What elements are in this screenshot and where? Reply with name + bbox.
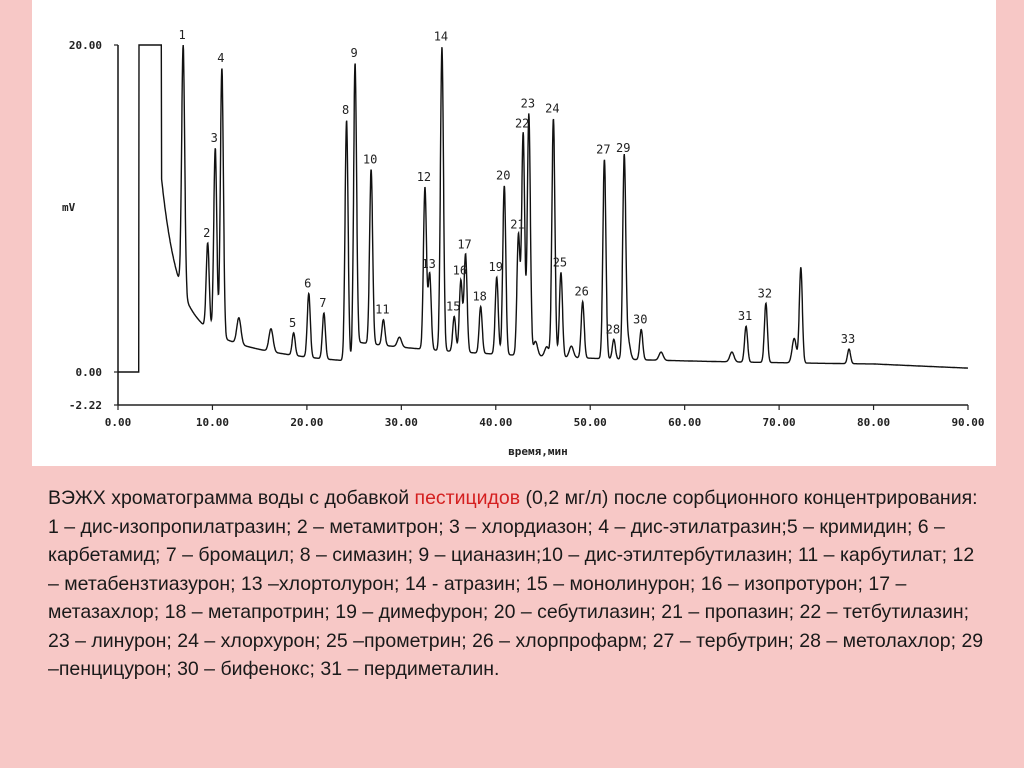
x-tick-label-7: 70.00 [763,416,796,429]
peak-label-17: 17 [457,237,471,251]
caption-highlight-link[interactable]: пестицидов [414,487,521,509]
peak-label-19: 19 [488,260,502,274]
peak-label-6: 6 [304,277,311,291]
peak-label-18: 18 [472,290,486,304]
x-axis-label: время,мин [508,445,568,458]
peak-label-3: 3 [211,131,218,145]
caption-text-start: ВЭЖХ хроматограмма воды с добавкой [48,487,415,509]
peak-label-21: 21 [510,218,524,232]
x-tick-label-4: 40.00 [479,416,512,429]
peak-label-15: 15 [446,299,460,313]
y-tick-label-1: 0.00 [76,366,103,379]
peak-label-12: 12 [417,170,431,184]
peak-label-16: 16 [453,263,467,277]
x-tick-label-6: 60.00 [668,416,701,429]
peak-label-4: 4 [217,51,224,65]
peak-label-11: 11 [375,303,389,317]
y-tick-label-2: -2.22 [69,399,102,412]
peak-label-31: 31 [738,309,752,323]
x-tick-label-1: 10.00 [196,416,229,429]
x-tick-label-8: 80.00 [857,416,890,429]
peak-label-29: 29 [616,141,630,155]
peak-label-20: 20 [496,169,510,183]
peak-label-1: 1 [179,28,186,42]
peak-label-2: 2 [203,226,210,240]
chromatogram-trace [118,44,968,373]
peak-label-24: 24 [545,102,559,116]
peak-label-10: 10 [363,152,377,166]
x-tick-label-5: 50.00 [574,416,607,429]
peak-label-7: 7 [319,296,326,310]
peak-label-14: 14 [434,30,448,44]
x-tick-label-2: 20.00 [290,416,323,429]
peak-label-28: 28 [606,322,620,336]
x-tick-label-9: 90.00 [951,416,984,429]
chromatogram-figure: 20.00 0.00 -2.22 mV 0.00 10.00 20.00 30.00 40.00… [32,0,996,466]
figure-caption: ВЭЖХ хроматограмма воды с добавкой пести… [48,484,988,684]
x-tick-label-3: 30.00 [385,416,418,429]
peak-label-30: 30 [633,312,647,326]
peak-label-23: 23 [521,97,535,111]
peak-label-9: 9 [350,46,357,60]
peak-label-32: 32 [758,286,772,300]
peak-label-33: 33 [841,332,855,346]
peak-label-27: 27 [596,142,610,156]
caption-text-rest: (0,2 мг/л) после сорбционного концентрир… [48,487,984,680]
y-axis-label: mV [62,201,76,214]
peak-label-22: 22 [515,116,529,130]
peak-label-13: 13 [421,257,435,271]
x-tick-label-0: 0.00 [105,416,132,429]
peak-label-26: 26 [574,285,588,299]
peak-label-5: 5 [289,316,296,330]
peak-label-8: 8 [342,103,349,117]
peak-label-25: 25 [553,255,567,269]
y-tick-label-0: 20.00 [69,39,102,52]
